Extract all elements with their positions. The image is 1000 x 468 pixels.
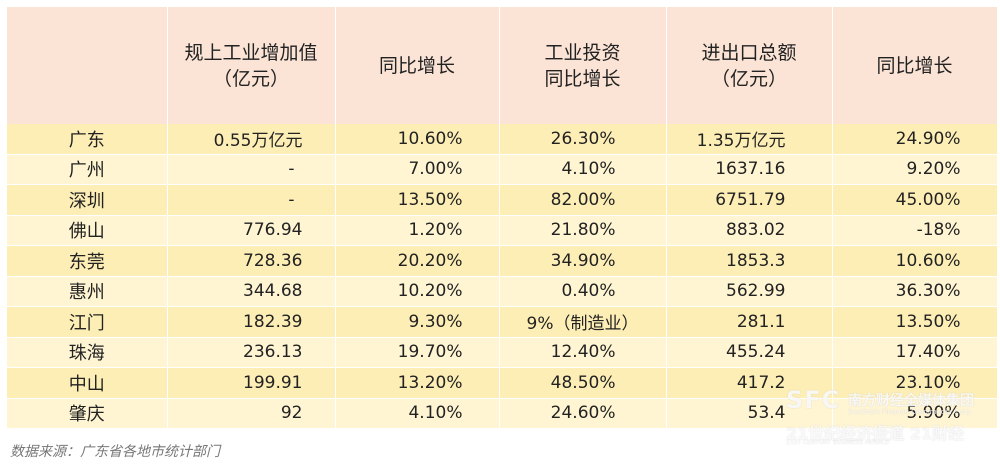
city-name-cell: 肇庆 — [7, 398, 168, 429]
investment-growth-cell: 0.40% — [499, 276, 667, 307]
trade-growth-cell: -18% — [832, 215, 998, 246]
trade-total-cell: 562.99 — [666, 276, 833, 307]
industrial-growth-cell: 4.10% — [335, 398, 500, 429]
industrial-growth-cell: 19.70% — [335, 337, 500, 368]
header-line: 同比增长 — [876, 54, 953, 77]
trade-total-cell: 1.35万亿元 — [666, 124, 833, 155]
industrial-value-cell: 182.39 — [167, 306, 336, 338]
investment-growth-cell: 9%（制造业） — [499, 306, 667, 338]
trade-total-cell: 455.24 — [666, 337, 833, 368]
industrial-value-cell: 199.91 — [167, 367, 336, 399]
industrial-value-cell: 344.68 — [167, 276, 336, 307]
table-row: 江门 182.39 9.30% 9%（制造业） 281.1 13.50% — [7, 306, 998, 338]
header-industrial-value: 规上工业增加值 （亿元） — [167, 7, 336, 124]
industrial-value-cell: 0.55万亿元 — [167, 124, 336, 155]
table-row: 佛山 776.94 1.20% 21.80% 883.02 -18% — [7, 215, 998, 246]
trade-total-cell: 883.02 — [666, 215, 833, 246]
trade-growth-cell: 17.40% — [832, 337, 998, 368]
data-table: 规上工业增加值 （亿元） 同比增长 工业投资 同比增长 进出口总额 （亿元） 同比增长 广东 0… — [7, 7, 998, 429]
trade-growth-cell: 5.90% — [832, 398, 998, 429]
city-name-cell: 深圳 — [7, 184, 168, 216]
industrial-value-cell: 776.94 — [167, 215, 336, 246]
trade-growth-cell: 10.60% — [832, 245, 998, 277]
industrial-growth-cell: 9.30% — [335, 306, 500, 338]
industrial-value-cell: - — [167, 184, 336, 216]
trade-total-cell: 6751.79 — [666, 184, 833, 216]
header-row: 规上工业增加值 （亿元） 同比增长 工业投资 同比增长 进出口总额 （亿元） 同比增长 — [7, 7, 998, 124]
trade-total-cell: 1637.16 — [666, 154, 833, 185]
city-name-cell: 广东 — [7, 124, 168, 155]
table-row: 中山 199.91 13.20% 48.50% 417.2 23.10% — [7, 367, 998, 399]
trade-growth-cell: 13.50% — [832, 306, 998, 338]
header-line: （亿元） — [710, 67, 787, 90]
header-trade-total: 进出口总额 （亿元） — [666, 7, 833, 124]
trade-total-cell: 281.1 — [666, 306, 833, 338]
trade-growth-cell: 23.10% — [832, 367, 998, 399]
city-name-cell: 广州 — [7, 154, 168, 185]
investment-growth-cell: 48.50% — [499, 367, 667, 399]
trade-growth-cell: 24.90% — [832, 124, 998, 155]
industrial-growth-cell: 13.20% — [335, 367, 500, 399]
header-yoy-growth-1: 同比增长 — [335, 7, 500, 124]
industrial-growth-cell: 13.50% — [335, 184, 500, 216]
trade-growth-cell: 45.00% — [832, 184, 998, 216]
industrial-value-cell: 728.36 — [167, 245, 336, 277]
city-name-cell: 佛山 — [7, 215, 168, 246]
watermark-brand-en: 21ST CENTURY BUSINESS HERALD — [786, 439, 890, 446]
industrial-value-cell: - — [167, 154, 336, 185]
industrial-growth-cell: 7.00% — [335, 154, 500, 185]
investment-growth-cell: 4.10% — [499, 154, 667, 185]
city-name-cell: 东莞 — [7, 245, 168, 277]
industrial-value-cell: 92 — [167, 398, 336, 429]
trade-growth-cell: 9.20% — [832, 154, 998, 185]
table-body: 广东 0.55万亿元 10.60% 26.30% 1.35万亿元 24.90% 广州 -7.0… — [7, 124, 998, 429]
industrial-growth-cell: 10.20% — [335, 276, 500, 307]
investment-growth-cell: 26.30% — [499, 124, 667, 155]
city-name-cell: 江门 — [7, 306, 168, 338]
industrial-growth-cell: 1.20% — [335, 215, 500, 246]
industrial-value-cell: 236.13 — [167, 337, 336, 368]
investment-growth-cell: 82.00% — [499, 184, 667, 216]
trade-total-cell: 417.2 — [666, 367, 833, 399]
header-line: 同比增长 — [378, 54, 455, 77]
header-line: 同比增长 — [544, 67, 621, 90]
table-row: 肇庆 92 4.10% 24.60% 53.4 5.90% — [7, 398, 998, 429]
table-row: 广州 -7.00% 4.10% 1637.16 9.20% — [7, 154, 998, 185]
investment-growth-cell: 34.90% — [499, 245, 667, 277]
table-row: 广东 0.55万亿元 10.60% 26.30% 1.35万亿元 24.90% — [7, 124, 998, 155]
city-name-cell: 珠海 — [7, 337, 168, 368]
table-row: 深圳 -13.50% 82.00% 6751.79 45.00% — [7, 184, 998, 216]
header-yoy-growth-2: 同比增长 — [832, 7, 998, 124]
table-row: 东莞 728.36 20.20% 34.90% 1853.3 10.60% — [7, 245, 998, 277]
investment-growth-cell: 12.40% — [499, 337, 667, 368]
header-industrial-investment: 工业投资 同比增长 — [499, 7, 667, 124]
table-row: 惠州 344.68 10.20% 0.40% 562.99 36.30% — [7, 276, 998, 307]
corner-cell — [7, 7, 168, 124]
table-row: 珠海 236.13 19.70% 12.40% 455.24 17.40% — [7, 337, 998, 368]
trade-growth-cell: 36.30% — [832, 276, 998, 307]
city-name-cell: 中山 — [7, 367, 168, 399]
industrial-growth-cell: 20.20% — [335, 245, 500, 277]
header-line: 进出口总额 — [701, 41, 797, 64]
city-name-cell: 惠州 — [7, 276, 168, 307]
trade-total-cell: 53.4 — [666, 398, 833, 429]
investment-growth-cell: 21.80% — [499, 215, 667, 246]
source-note: 数据来源：广东省各地市统计部门 — [10, 444, 220, 460]
header-line: 规上工业增加值 — [184, 41, 318, 64]
trade-total-cell: 1853.3 — [666, 245, 833, 277]
investment-growth-cell: 24.60% — [499, 398, 667, 429]
header-line: （亿元） — [212, 67, 289, 90]
industrial-growth-cell: 10.60% — [335, 124, 500, 155]
header-line: 工业投资 — [544, 41, 621, 64]
